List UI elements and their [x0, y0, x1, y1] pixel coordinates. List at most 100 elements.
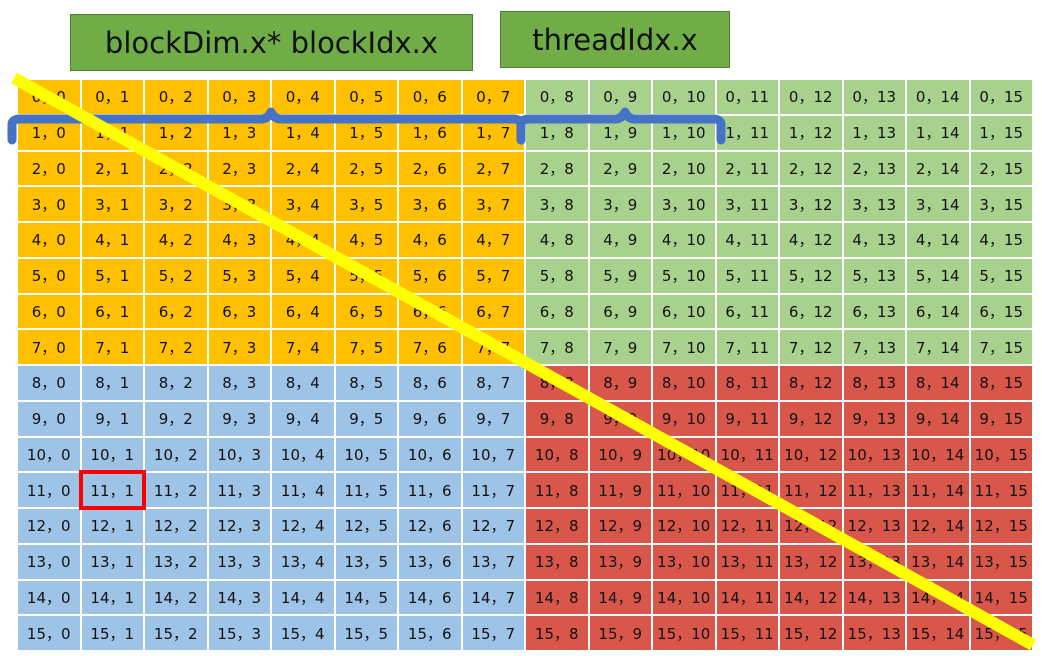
- grid-cell-7-6: 7，6: [399, 330, 461, 364]
- grid-cell-8-9: 8，9: [589, 366, 651, 400]
- grid-cell-10-11: 10，11: [716, 437, 778, 472]
- grid-cell-5-8: 5，8: [526, 258, 588, 293]
- grid-cell-15-15: 15，15: [970, 616, 1032, 650]
- grid-cell-7-4: 7，4: [272, 330, 334, 364]
- grid-cell-2-5: 2，5: [335, 151, 397, 186]
- grid-cell-0-15: 0，15: [970, 80, 1032, 114]
- grid-cell-7-12: 7，12: [780, 330, 842, 364]
- grid-cell-11-15: 11，15: [970, 473, 1032, 507]
- grid-cell-14-4: 14，4: [272, 580, 334, 615]
- grid-cell-8-14: 8，14: [907, 366, 969, 400]
- grid-cell-6-1: 6，1: [81, 294, 143, 329]
- grid-cell-14-2: 14，2: [145, 580, 207, 615]
- grid-cell-1-0: 1，0: [18, 115, 80, 150]
- grid-cell-10-2: 10，2: [145, 437, 207, 472]
- grid-cell-11-6: 11，6: [399, 473, 461, 507]
- grid-cell-10-13: 10，13: [843, 437, 905, 472]
- grid-cell-5-0: 5，0: [18, 258, 80, 293]
- highlighted-grid-cell-11-1: 11，1: [78, 470, 146, 510]
- grid-cell-0-11: 0，11: [716, 80, 778, 114]
- grid-cell-14-11: 14，11: [716, 580, 778, 615]
- grid-cell-5-6: 5，6: [399, 258, 461, 293]
- grid-cell-10-1: 10，1: [81, 437, 143, 472]
- thread-index-label: threadIdx.x: [500, 11, 730, 68]
- grid-cell-0-9: 0，9: [589, 80, 651, 114]
- grid-cell-8-5: 8，5: [335, 366, 397, 400]
- grid-cell-15-0: 15，0: [18, 616, 80, 650]
- grid-cell-1-7: 1，7: [462, 115, 524, 150]
- grid-cell-0-6: 0，6: [399, 80, 461, 114]
- grid-cell-1-10: 1，10: [653, 115, 715, 150]
- grid-cell-7-13: 7，13: [843, 330, 905, 364]
- grid-cell-11-2: 11，2: [145, 473, 207, 507]
- grid-cell-8-8: 8，8: [526, 366, 588, 400]
- grid-cell-15-4: 15，4: [272, 616, 334, 650]
- grid-cell-5-3: 5，3: [208, 258, 270, 293]
- grid-cell-11-12: 11，12: [780, 473, 842, 507]
- grid-cell-9-2: 9，2: [145, 401, 207, 436]
- grid-cell-6-10: 6，10: [653, 294, 715, 329]
- grid-cell-13-5: 13，5: [335, 544, 397, 579]
- grid-cell-9-9: 9，9: [589, 401, 651, 436]
- grid-cell-14-15: 14，15: [970, 580, 1032, 615]
- grid-cell-5-14: 5，14: [907, 258, 969, 293]
- grid-cell-3-3: 3，3: [208, 187, 270, 221]
- grid-cell-10-5: 10，5: [335, 437, 397, 472]
- grid-cell-15-7: 15，7: [462, 616, 524, 650]
- grid-cell-1-13: 1，13: [843, 115, 905, 150]
- grid-cell-3-11: 3，11: [716, 187, 778, 221]
- grid-cell-0-12: 0，12: [780, 80, 842, 114]
- grid-cell-12-14: 12，14: [907, 509, 969, 543]
- thread-index-label-text: threadIdx.x: [532, 22, 698, 57]
- grid-cell-3-7: 3，7: [462, 187, 524, 221]
- grid-cell-15-14: 15，14: [907, 616, 969, 650]
- grid-cell-1-11: 1，11: [716, 115, 778, 150]
- grid-cell-14-10: 14，10: [653, 580, 715, 615]
- grid-cell-5-15: 5，15: [970, 258, 1032, 293]
- grid-cell-6-9: 6，9: [589, 294, 651, 329]
- grid-cell-2-13: 2，13: [843, 151, 905, 186]
- grid-cell-13-9: 13，9: [589, 544, 651, 579]
- grid-cell-14-7: 14，7: [462, 580, 524, 615]
- grid-cell-9-8: 9，8: [526, 401, 588, 436]
- grid-cell-2-0: 2，0: [18, 151, 80, 186]
- grid-cell-6-12: 6，12: [780, 294, 842, 329]
- grid-cell-7-3: 7，3: [208, 330, 270, 364]
- grid-cell-7-2: 7，2: [145, 330, 207, 364]
- grid-cell-1-1: 1，1: [81, 115, 143, 150]
- grid-cell-2-9: 2，9: [589, 151, 651, 186]
- grid-cell-15-11: 15，11: [716, 616, 778, 650]
- grid-cell-6-13: 6，13: [843, 294, 905, 329]
- grid-cell-12-5: 12，5: [335, 509, 397, 543]
- grid-cell-2-8: 2，8: [526, 151, 588, 186]
- grid-cell-3-0: 3，0: [18, 187, 80, 221]
- grid-cell-1-9: 1，9: [589, 115, 651, 150]
- grid-cell-3-14: 3，14: [907, 187, 969, 221]
- grid-cell-3-5: 3，5: [335, 187, 397, 221]
- grid-cell-8-0: 8，0: [18, 366, 80, 400]
- grid-cell-13-2: 13，2: [145, 544, 207, 579]
- grid-cell-7-11: 7，11: [716, 330, 778, 364]
- grid-cell-13-11: 13，11: [716, 544, 778, 579]
- grid-cell-1-15: 1，15: [970, 115, 1032, 150]
- grid-cell-15-10: 15，10: [653, 616, 715, 650]
- grid-cell-14-0: 14，0: [18, 580, 80, 615]
- grid-cell-2-1: 2，1: [81, 151, 143, 186]
- grid-cell-4-5: 4，5: [335, 223, 397, 257]
- grid-cell-15-2: 15，2: [145, 616, 207, 650]
- grid-cell-8-13: 8，13: [843, 366, 905, 400]
- grid-cell-0-10: 0，10: [653, 80, 715, 114]
- grid-cell-3-1: 3，1: [81, 187, 143, 221]
- grid-cell-11-7: 11，7: [462, 473, 524, 507]
- grid-cell-7-9: 7，9: [589, 330, 651, 364]
- grid-cell-15-5: 15，5: [335, 616, 397, 650]
- grid-cell-0-1: 0，1: [81, 80, 143, 114]
- grid-cell-14-9: 14，9: [589, 580, 651, 615]
- grid-cell-4-13: 4，13: [843, 223, 905, 257]
- grid-cell-2-3: 2，3: [208, 151, 270, 186]
- grid-cell-4-10: 4，10: [653, 223, 715, 257]
- grid-cell-2-12: 2，12: [780, 151, 842, 186]
- grid-cell-12-6: 12，6: [399, 509, 461, 543]
- grid-cell-0-3: 0，3: [208, 80, 270, 114]
- grid-cell-3-2: 3，2: [145, 187, 207, 221]
